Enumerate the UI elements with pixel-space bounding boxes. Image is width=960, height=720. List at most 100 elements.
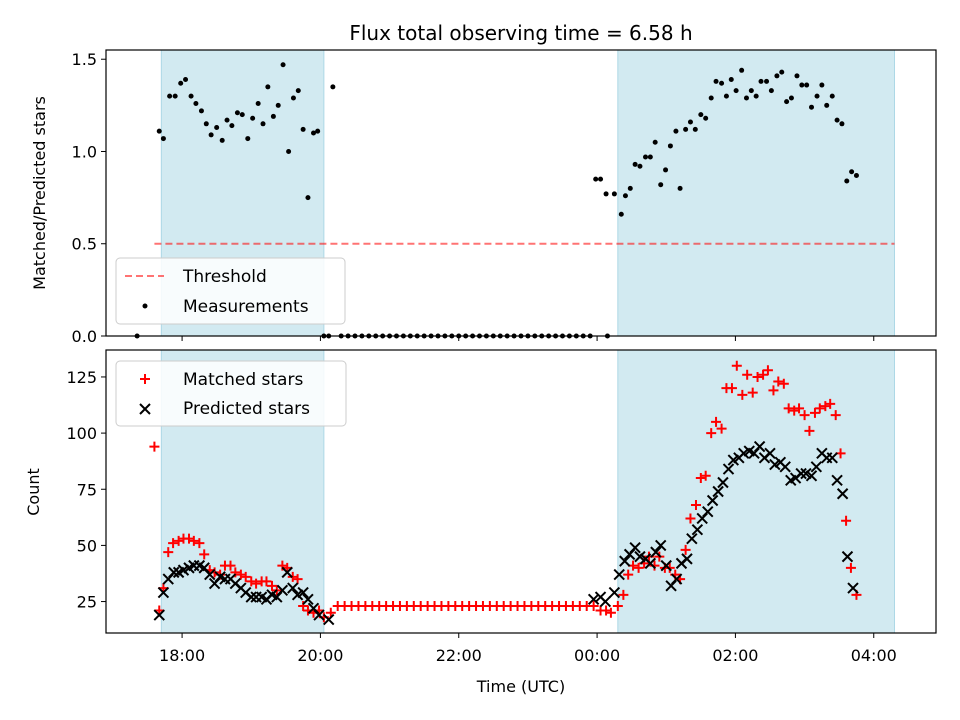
top-x-ticks	[181, 336, 875, 341]
measurement-point	[183, 77, 189, 83]
chart-title: Flux total observing time = 6.58 h	[349, 21, 692, 45]
measurement-point	[224, 117, 230, 123]
top-y-axis-label: Matched/Predicted stars	[30, 96, 49, 290]
bottom-legend-box	[115, 360, 347, 427]
legend-predicted-label: Predicted stars	[183, 399, 310, 419]
x-tick-label: 04:00	[851, 646, 897, 665]
matched-star-point	[747, 387, 758, 398]
top-shaded-interval-1	[617, 49, 895, 337]
measurement-point	[188, 93, 194, 99]
predicted-star-point	[650, 546, 662, 558]
matched-star-point	[814, 403, 825, 414]
predicted-star-point	[722, 463, 735, 475]
measurement-point	[234, 110, 240, 116]
measurement-point	[687, 119, 693, 125]
matched-star-point	[799, 410, 810, 421]
matched-star-point	[235, 569, 246, 580]
legend-matched-swatch	[140, 374, 150, 384]
measurement-point	[698, 112, 704, 118]
matched-star-point	[230, 567, 241, 578]
measurement-point	[799, 82, 805, 88]
predicted-star-point	[287, 582, 299, 594]
measurement-point	[723, 93, 729, 99]
measurement-point	[824, 102, 830, 108]
predicted-star-point	[795, 467, 807, 480]
matched-star-point	[618, 589, 629, 600]
measurement-point	[673, 128, 679, 134]
predicted-star-point	[302, 593, 314, 606]
measurement-point	[774, 73, 780, 79]
measurement-point	[647, 154, 653, 160]
top-y-tick-label: 1.0	[72, 142, 97, 161]
legend-measurements-swatch	[142, 303, 148, 309]
matched-star-point	[845, 562, 856, 573]
measurement-point	[300, 126, 306, 132]
x-tick-label: 22:00	[436, 646, 482, 665]
measurement-point	[160, 136, 166, 142]
measurement-point	[611, 191, 617, 197]
measurement-point	[172, 93, 178, 99]
measurement-point	[733, 88, 739, 94]
top-axes-frame	[105, 49, 937, 337]
matched-star-point	[695, 473, 706, 484]
matched-star-point	[149, 441, 160, 452]
bottom-legend: Matched stars Predicted stars	[115, 360, 347, 427]
predicted-star-point	[644, 557, 657, 570]
top-plot-area	[134, 49, 895, 339]
matched-star-point	[588, 601, 599, 612]
matched-star-point	[716, 423, 727, 434]
measurement-point	[603, 191, 609, 197]
measurement-point	[598, 176, 604, 182]
measurement-point	[753, 93, 759, 99]
measurement-point	[819, 82, 825, 88]
matched-star-point	[794, 403, 805, 414]
predicted-star-point	[629, 541, 641, 554]
bottom-axes: 25 50 75 100 125 18:00 20:00 22:00 00:00 02:00 04…	[24, 349, 937, 696]
matched-star-point	[199, 549, 210, 560]
bottom-shaded-interval-1	[617, 349, 895, 634]
measurement-point	[622, 193, 628, 199]
measurement-point	[809, 104, 814, 110]
predicted-star-point	[681, 553, 693, 565]
matched-star-point	[225, 560, 236, 571]
predicted-star-point	[826, 452, 838, 464]
measurement-point	[658, 182, 664, 188]
predicted-star-point	[204, 568, 216, 581]
x-tick-label: 18:00	[159, 646, 205, 665]
matched-star-point	[184, 533, 194, 544]
legend-predicted-marker	[139, 403, 151, 415]
measurement-point	[829, 93, 835, 99]
measurement-point	[193, 101, 199, 107]
measurement-point	[814, 93, 820, 99]
predicted-star-point	[836, 488, 849, 500]
measurement-point	[758, 78, 764, 84]
measurement-point	[229, 123, 235, 129]
predicted-star-point	[805, 470, 818, 482]
matched-star-point	[758, 369, 769, 380]
measurement-point	[270, 113, 276, 119]
matched-star-point	[752, 371, 763, 382]
measurement-point	[764, 78, 770, 84]
measurement-point	[167, 93, 173, 99]
matched-star-point	[633, 562, 644, 573]
measurement-point	[311, 130, 316, 136]
measurement-point	[280, 62, 286, 68]
matched-star-point	[737, 389, 748, 400]
measurement-point	[804, 82, 810, 88]
measurement-point	[275, 102, 281, 108]
top-y-tick-label: 0.0	[72, 327, 97, 346]
top-axes: 0.0 0.5 1.0 1.5 Matched/Predicted stars Thr…	[30, 49, 937, 346]
measurement-point	[618, 211, 624, 217]
legend-matched-marker	[140, 374, 150, 384]
matched-star-point	[173, 535, 184, 546]
measurement-point	[260, 121, 266, 127]
matched-star-point	[287, 571, 298, 582]
measurement-point	[739, 67, 745, 73]
matched-star-point	[809, 407, 820, 418]
matched-star-point	[251, 578, 262, 589]
predicted-star-point	[323, 613, 335, 626]
measurement-point	[663, 167, 669, 173]
measurement-point	[779, 69, 785, 75]
predicted-star-point	[608, 586, 621, 599]
